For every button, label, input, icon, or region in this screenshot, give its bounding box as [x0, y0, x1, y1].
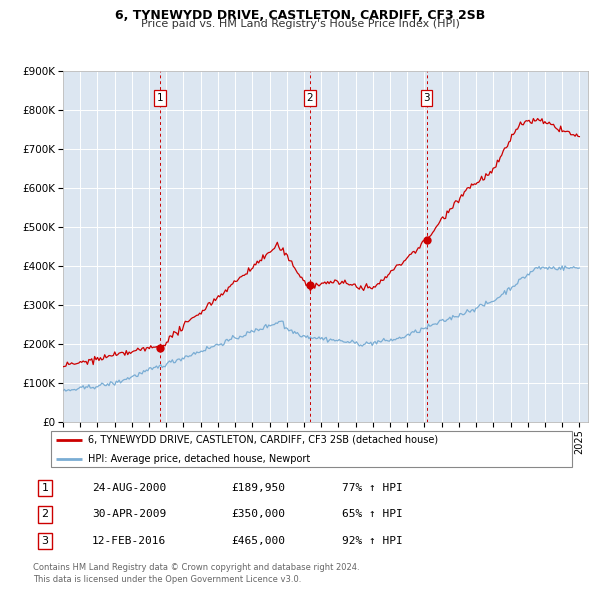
Text: 24-AUG-2000: 24-AUG-2000: [92, 483, 166, 493]
Text: 1: 1: [41, 483, 49, 493]
Text: 1: 1: [157, 93, 163, 103]
FancyBboxPatch shape: [50, 431, 572, 467]
Text: Contains HM Land Registry data © Crown copyright and database right 2024.: Contains HM Land Registry data © Crown c…: [33, 563, 359, 572]
Text: 6, TYNEWYDD DRIVE, CASTLETON, CARDIFF, CF3 2SB (detached house): 6, TYNEWYDD DRIVE, CASTLETON, CARDIFF, C…: [88, 435, 438, 445]
Text: £189,950: £189,950: [231, 483, 285, 493]
Text: 30-APR-2009: 30-APR-2009: [92, 510, 166, 519]
Text: 3: 3: [41, 536, 49, 546]
Text: 3: 3: [423, 93, 430, 103]
Text: £465,000: £465,000: [231, 536, 285, 546]
Text: 12-FEB-2016: 12-FEB-2016: [92, 536, 166, 546]
Text: £350,000: £350,000: [231, 510, 285, 519]
Text: 92% ↑ HPI: 92% ↑ HPI: [341, 536, 403, 546]
Text: 65% ↑ HPI: 65% ↑ HPI: [341, 510, 403, 519]
Text: 2: 2: [41, 510, 49, 519]
Text: 2: 2: [307, 93, 313, 103]
Text: HPI: Average price, detached house, Newport: HPI: Average price, detached house, Newp…: [88, 454, 310, 464]
Text: 6, TYNEWYDD DRIVE, CASTLETON, CARDIFF, CF3 2SB: 6, TYNEWYDD DRIVE, CASTLETON, CARDIFF, C…: [115, 9, 485, 22]
Text: Price paid vs. HM Land Registry's House Price Index (HPI): Price paid vs. HM Land Registry's House …: [140, 19, 460, 30]
Text: This data is licensed under the Open Government Licence v3.0.: This data is licensed under the Open Gov…: [33, 575, 301, 584]
Text: 77% ↑ HPI: 77% ↑ HPI: [341, 483, 403, 493]
